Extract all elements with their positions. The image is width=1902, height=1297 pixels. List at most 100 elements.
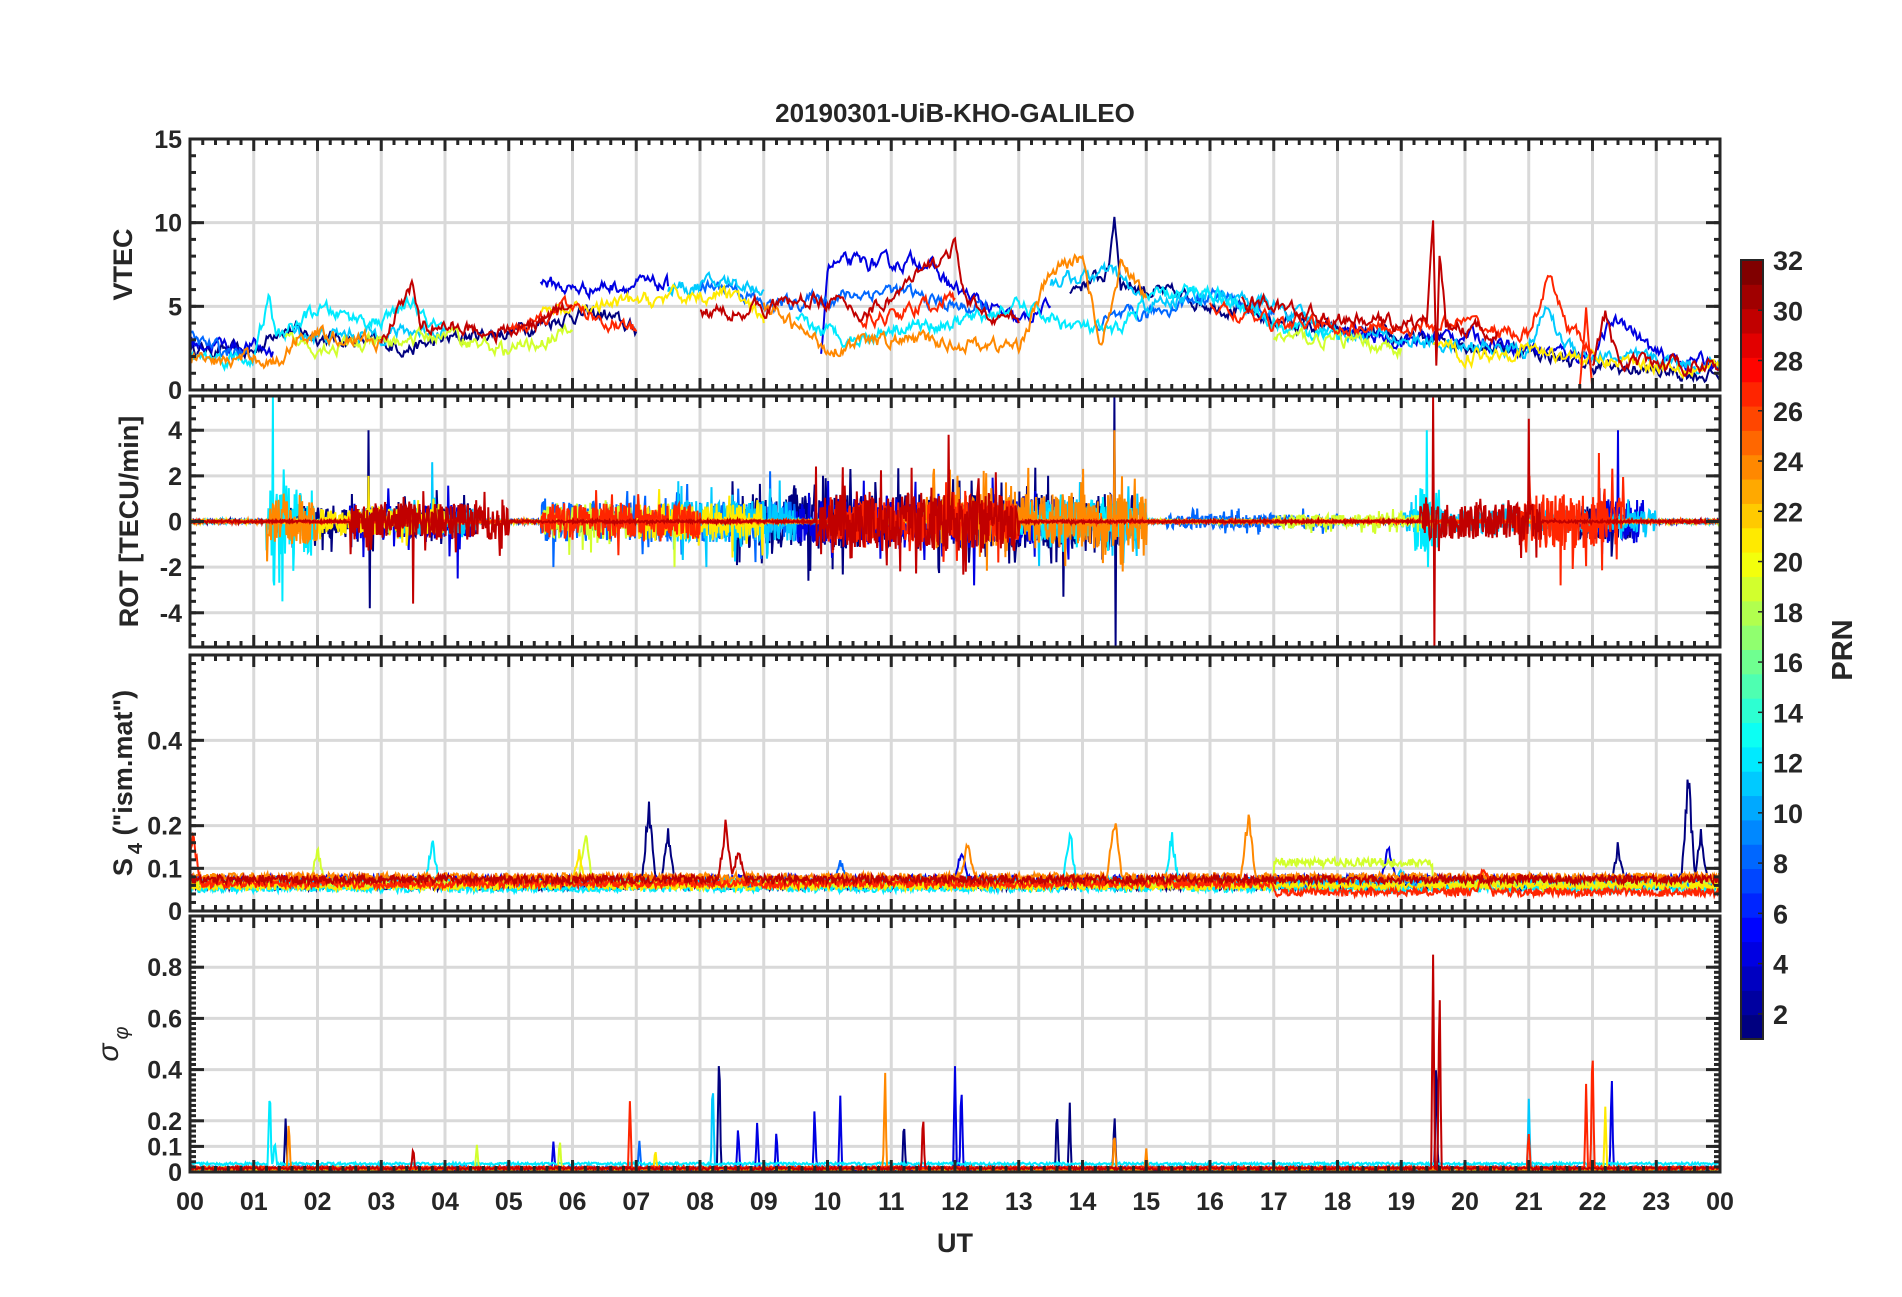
vtec-line-prn-27 (1578, 307, 1594, 390)
x-tick-label: 05 (495, 1188, 523, 1216)
series-group (190, 396, 1720, 647)
x-tick-label: 08 (686, 1188, 714, 1216)
vtec-line-prn-21 (539, 283, 765, 324)
x-tick-label: 21 (1515, 1188, 1543, 1216)
y-tick-label: 0.1 (147, 1133, 182, 1161)
x-tick-label: 12 (941, 1188, 969, 1216)
x-tick-label: 09 (750, 1188, 778, 1216)
colorbar-segment (1741, 722, 1763, 748)
y-tick-label: -4 (160, 600, 182, 628)
colorbar-frame (1740, 259, 1764, 1040)
vtec-line-prn-19 (1272, 326, 1403, 361)
x-tick-label: 15 (1132, 1188, 1160, 1216)
vtec-line-prn-11 (1049, 260, 1720, 375)
series-group (190, 779, 1720, 900)
colorbar-tick-label: 4 (1773, 950, 1788, 980)
colorbar-segment (1741, 771, 1763, 797)
panel-vtec: 0 5 10 15 VTEC (108, 126, 1722, 405)
x-tick-label: 20 (1451, 1188, 1479, 1216)
y-tick-label: 0.8 (147, 954, 182, 982)
x-tick-label: 06 (559, 1188, 587, 1216)
rot-line-prn-30 (190, 396, 1720, 647)
y-tick-label: 0 (168, 898, 182, 926)
colorbar-tick-label: 16 (1773, 648, 1803, 678)
colorbar-segment (1741, 965, 1763, 991)
colorbar-tick-label: 12 (1773, 749, 1803, 779)
colorbar-segment (1741, 819, 1763, 845)
colorbar-segment (1741, 479, 1763, 504)
colorbar-segment (1741, 333, 1763, 358)
y-tick-label: 0 (168, 509, 182, 537)
y-label-main: S (108, 858, 138, 876)
y-tick-label: 10 (154, 210, 182, 238)
colorbar-tick-label: 32 (1773, 246, 1803, 276)
y-axis-label-vtec: VTEC (108, 228, 138, 300)
vtec-line-prn-12 (795, 282, 1339, 349)
x-tick-label: 00 (1706, 1188, 1734, 1216)
y-tick-label: 0.2 (147, 813, 182, 841)
vtec-line-prn-30 (699, 236, 1020, 327)
y-tick-label: 0.1 (147, 855, 182, 883)
colorbar-segment (1741, 503, 1763, 529)
y-tick-label: -2 (160, 554, 182, 582)
colorbar-tick-label: 18 (1773, 598, 1803, 628)
colorbar-segment (1741, 308, 1763, 334)
x-tick-label: 10 (814, 1188, 842, 1216)
colorbar-segment (1741, 649, 1763, 675)
vtec-line-prn-24 (190, 324, 383, 370)
x-tick-label: 04 (431, 1188, 459, 1216)
vtec-line-prn-30 (1591, 310, 1720, 377)
colorbar-tick-label: 6 (1773, 899, 1788, 929)
colorbar-tick-label: 2 (1773, 1000, 1788, 1030)
colorbar-segment (1741, 406, 1763, 431)
x-tick-label: 07 (622, 1188, 650, 1216)
y-tick-label: 2 (168, 463, 182, 491)
y-tick-label: 4 (168, 417, 182, 445)
vtec-line-prn-11 (667, 271, 765, 298)
x-tick-label: 13 (1005, 1188, 1033, 1216)
colorbar-segment (1741, 625, 1763, 650)
x-tick-label: 02 (304, 1188, 332, 1216)
colorbar-segment (1741, 381, 1763, 407)
x-tick-label: 22 (1579, 1188, 1607, 1216)
colorbar-segment (1741, 430, 1763, 456)
colorbar-segment (1741, 600, 1763, 626)
vtec-line-prn-27 (858, 289, 956, 331)
colorbar-tick-label: 30 (1773, 296, 1803, 326)
y-tick-label: 0 (168, 1159, 182, 1187)
colorbar-tick-label: 20 (1773, 548, 1803, 578)
colorbar-tick-label: 10 (1773, 799, 1803, 829)
vtec-line-prn-8 (699, 278, 988, 315)
colorbar-segment (1741, 868, 1763, 894)
vtec-line-prn-1 (190, 304, 638, 362)
y-axis-label-sigma: σφ (92, 1026, 133, 1061)
x-tick-label: 18 (1324, 1188, 1352, 1216)
x-tick-label: 01 (240, 1188, 268, 1216)
colorbar-segment (1741, 527, 1763, 553)
x-tick-label: 14 (1069, 1188, 1097, 1216)
vtec-line-prn-30 (1241, 220, 1498, 366)
x-tick-label: 19 (1387, 1188, 1415, 1216)
colorbar-segment (1741, 454, 1763, 480)
colorbar-label: PRN (1827, 619, 1859, 680)
colorbar-segment (1741, 917, 1763, 943)
y-tick-label: 15 (154, 126, 182, 154)
colorbar-segment (1741, 552, 1763, 577)
x-tick-label: 17 (1260, 1188, 1288, 1216)
y-tick-label: 5 (168, 293, 182, 321)
colorbar-segment (1741, 673, 1763, 699)
vtec-line-prn-19 (284, 322, 574, 361)
chart-title: 20190301-UiB-KHO-GALILEO (775, 98, 1135, 128)
y-tick-label: 0 (168, 377, 182, 405)
vtec-line-prn-27 (508, 294, 638, 335)
colorbar-tick-label: 28 (1773, 347, 1803, 377)
x-tick-label: 03 (367, 1188, 395, 1216)
s4-line-prn-27 (190, 831, 1720, 900)
y-tick-label: 0.4 (147, 727, 182, 755)
y-label-sub: φ (111, 1026, 133, 1039)
colorbar-segment (1741, 698, 1763, 724)
colorbar-tick-label: 22 (1773, 497, 1803, 527)
